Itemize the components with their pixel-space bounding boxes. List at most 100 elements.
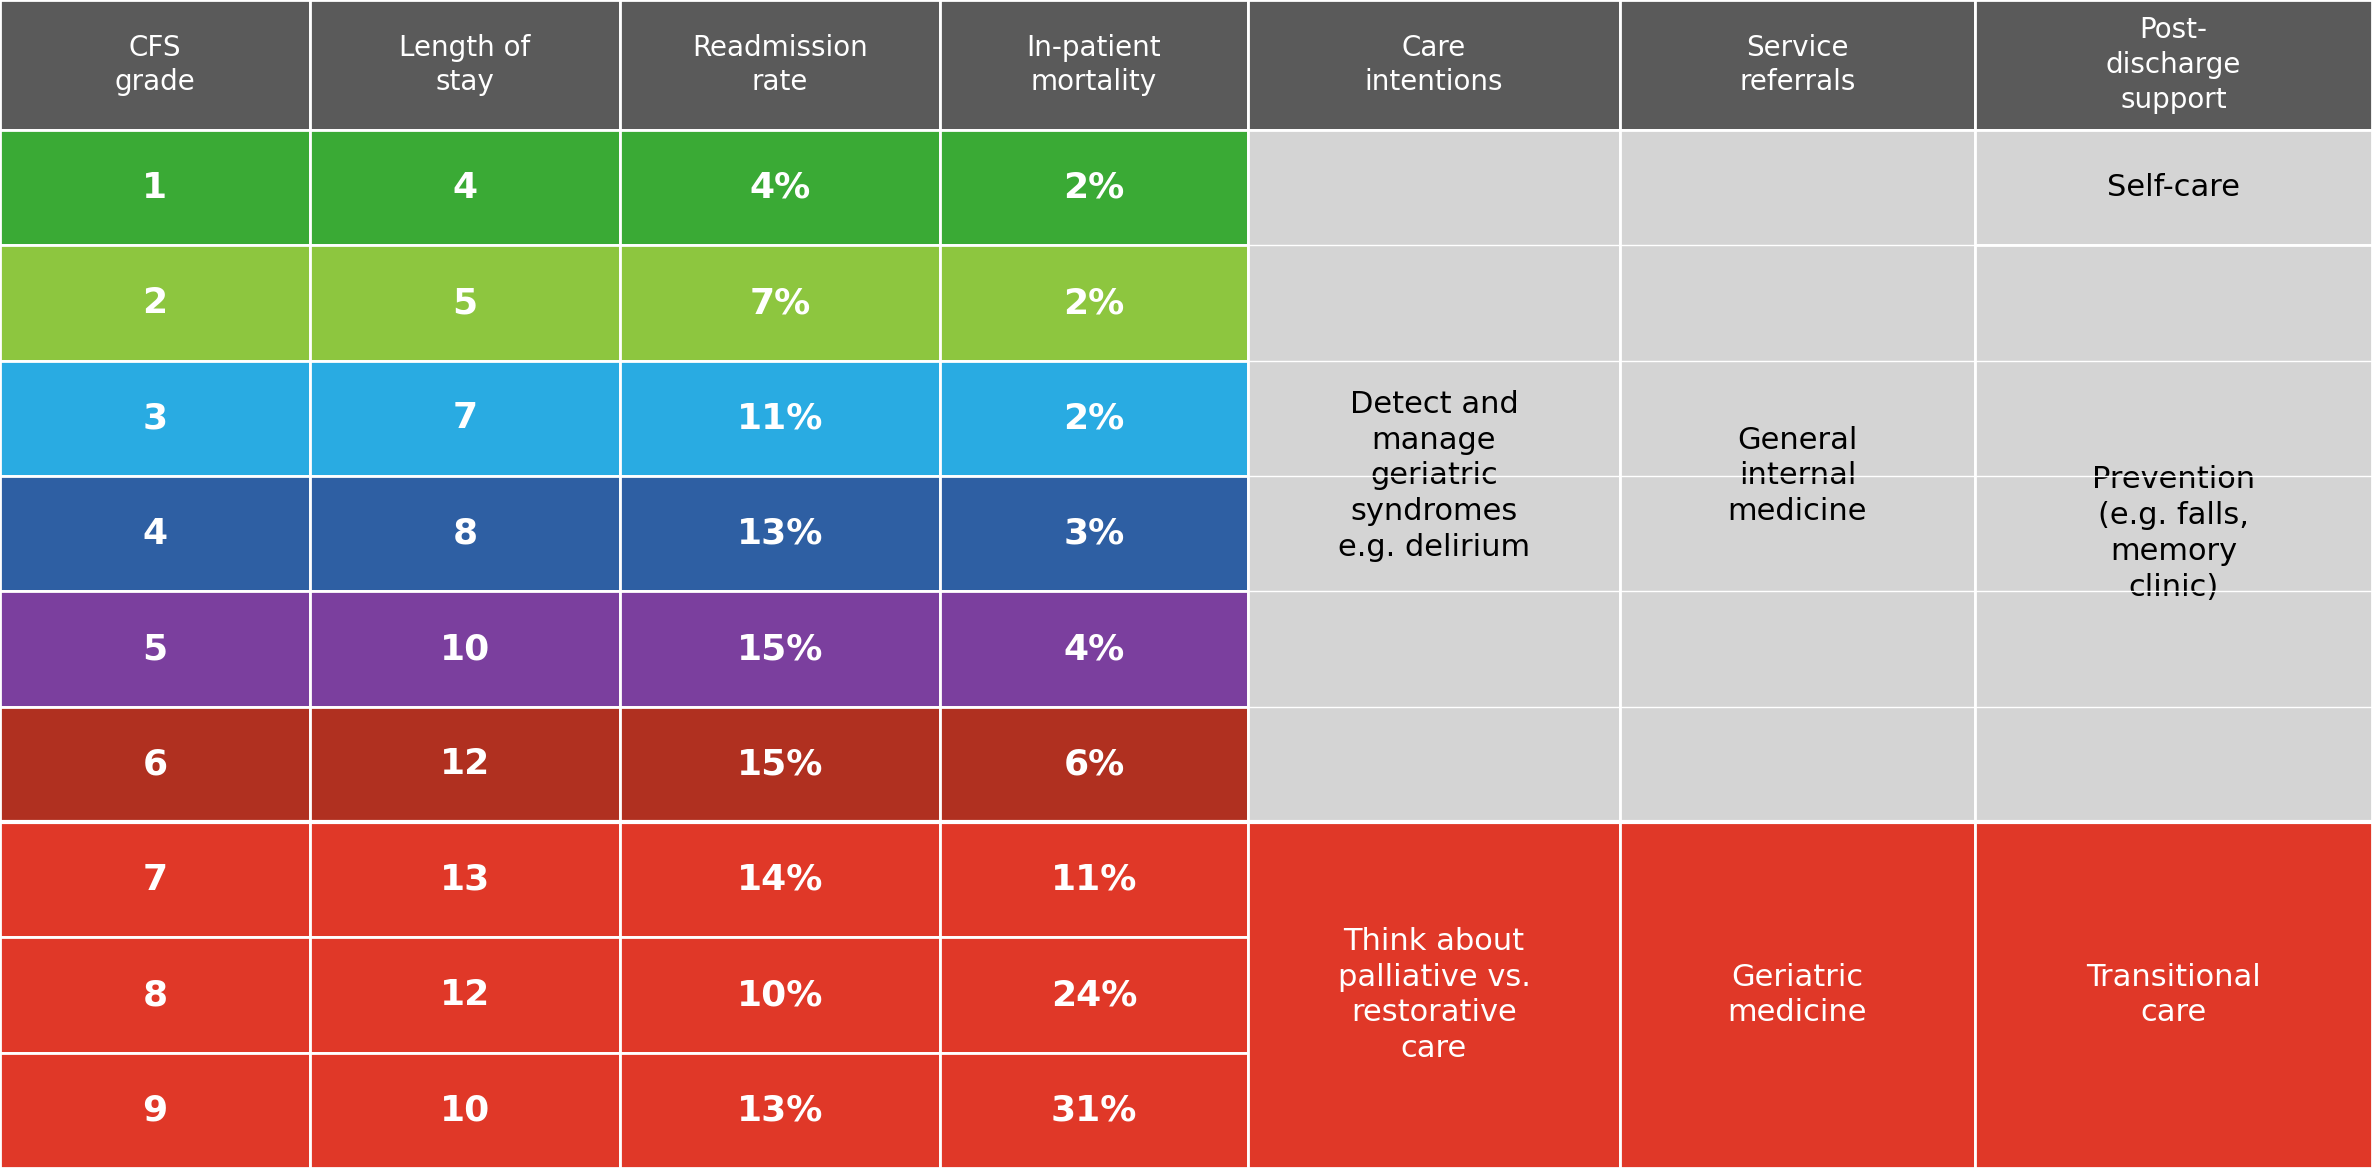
Bar: [619, 0, 939, 130]
Bar: [1620, 0, 1976, 130]
Bar: [1248, 130, 1620, 822]
Bar: [0, 477, 311, 591]
Bar: [619, 707, 939, 822]
Text: Transitional
care: Transitional care: [2085, 962, 2261, 1028]
Bar: [0, 130, 311, 245]
Text: 5: 5: [453, 286, 477, 320]
Text: CFS
grade: CFS grade: [114, 34, 195, 96]
Bar: [0, 591, 311, 707]
Bar: [0, 938, 311, 1052]
Bar: [619, 938, 939, 1052]
Text: Readmission
rate: Readmission rate: [693, 34, 868, 96]
Text: 14%: 14%: [738, 863, 823, 897]
Bar: [1976, 0, 2372, 130]
Bar: [0, 707, 311, 822]
Text: 2%: 2%: [1063, 402, 1124, 436]
Text: 4: 4: [453, 171, 477, 204]
Bar: [939, 822, 1248, 938]
Text: 9: 9: [142, 1093, 168, 1127]
Bar: [1976, 245, 2372, 822]
Bar: [939, 707, 1248, 822]
Text: 10%: 10%: [738, 978, 823, 1011]
Bar: [1976, 130, 2372, 245]
Text: 3: 3: [142, 402, 168, 436]
Text: Prevention
(e.g. falls,
memory
clinic): Prevention (e.g. falls, memory clinic): [2092, 465, 2256, 602]
Bar: [939, 245, 1248, 361]
Text: 24%: 24%: [1051, 978, 1136, 1011]
Text: 11%: 11%: [738, 402, 823, 436]
Text: 8: 8: [453, 516, 477, 550]
Text: 1: 1: [142, 171, 168, 204]
Bar: [619, 477, 939, 591]
Bar: [0, 1052, 311, 1168]
Text: 3%: 3%: [1063, 516, 1124, 550]
Text: 10: 10: [439, 632, 491, 666]
Text: Self-care: Self-care: [2106, 173, 2239, 202]
Bar: [939, 1052, 1248, 1168]
Bar: [311, 130, 619, 245]
Text: 11%: 11%: [1051, 863, 1136, 897]
Bar: [311, 245, 619, 361]
Bar: [1248, 0, 1620, 130]
Bar: [619, 591, 939, 707]
Bar: [311, 822, 619, 938]
Text: 13%: 13%: [738, 1093, 823, 1127]
Text: 2%: 2%: [1063, 171, 1124, 204]
Bar: [311, 361, 619, 477]
Text: 15%: 15%: [738, 748, 823, 781]
Text: Service
referrals: Service referrals: [1739, 34, 1855, 96]
Bar: [939, 361, 1248, 477]
Bar: [939, 938, 1248, 1052]
Text: 4%: 4%: [1063, 632, 1124, 666]
Text: 10: 10: [439, 1093, 491, 1127]
Text: 4: 4: [142, 516, 168, 550]
Bar: [0, 0, 311, 130]
Bar: [311, 591, 619, 707]
Text: In-patient
mortality: In-patient mortality: [1027, 34, 1162, 96]
Text: Geriatric
medicine: Geriatric medicine: [1727, 962, 1867, 1028]
Bar: [939, 130, 1248, 245]
Bar: [619, 130, 939, 245]
Bar: [939, 0, 1248, 130]
Bar: [0, 245, 311, 361]
Text: 12: 12: [439, 748, 491, 781]
Bar: [939, 591, 1248, 707]
Text: Think about
palliative vs.
restorative
care: Think about palliative vs. restorative c…: [1338, 926, 1530, 1063]
Bar: [311, 1052, 619, 1168]
Bar: [619, 245, 939, 361]
Bar: [619, 361, 939, 477]
Bar: [1976, 822, 2372, 1168]
Text: 6: 6: [142, 748, 168, 781]
Bar: [1620, 130, 1976, 822]
Bar: [311, 477, 619, 591]
Bar: [0, 822, 311, 938]
Bar: [939, 477, 1248, 591]
Text: General
internal
medicine: General internal medicine: [1727, 425, 1867, 527]
Bar: [0, 361, 311, 477]
Text: Care
intentions: Care intentions: [1364, 34, 1504, 96]
Text: Post-
discharge
support: Post- discharge support: [2106, 16, 2242, 113]
Text: 4%: 4%: [750, 171, 811, 204]
Text: 13%: 13%: [738, 516, 823, 550]
Bar: [1620, 822, 1976, 1168]
Bar: [311, 0, 619, 130]
Bar: [311, 938, 619, 1052]
Bar: [1248, 822, 1620, 1168]
Text: 2: 2: [142, 286, 168, 320]
Text: 12: 12: [439, 978, 491, 1011]
Text: 6%: 6%: [1063, 748, 1124, 781]
Text: 7: 7: [142, 863, 168, 897]
Text: 13: 13: [439, 863, 491, 897]
Bar: [619, 822, 939, 938]
Text: 31%: 31%: [1051, 1093, 1136, 1127]
Bar: [619, 1052, 939, 1168]
Text: 7: 7: [453, 402, 477, 436]
Text: 7%: 7%: [750, 286, 811, 320]
Text: Detect and
manage
geriatric
syndromes
e.g. delirium: Detect and manage geriatric syndromes e.…: [1338, 390, 1530, 562]
Text: 2%: 2%: [1063, 286, 1124, 320]
Text: 5: 5: [142, 632, 168, 666]
Text: 15%: 15%: [738, 632, 823, 666]
Text: 8: 8: [142, 978, 168, 1011]
Text: Length of
stay: Length of stay: [398, 34, 531, 96]
Bar: [311, 707, 619, 822]
